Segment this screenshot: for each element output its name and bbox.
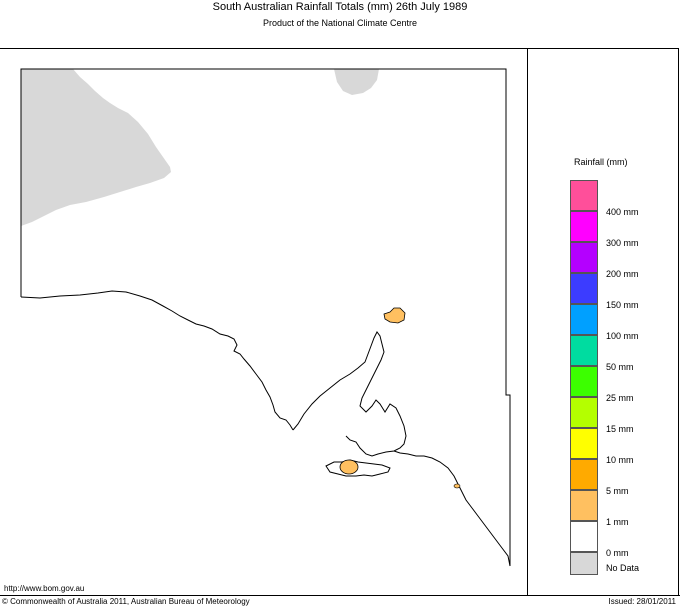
legend-label: 0 mm — [606, 548, 629, 558]
map-frame — [0, 48, 679, 596]
legend-label: 200 mm — [606, 269, 639, 279]
legend-swatch — [570, 335, 598, 366]
legend-label: 50 mm — [606, 362, 634, 372]
legend-swatch — [570, 490, 598, 521]
coastline-spencer-gulf — [292, 331, 407, 457]
rain-patch-southeast — [453, 483, 461, 489]
legend-swatch — [570, 211, 598, 242]
legend-swatch — [570, 366, 598, 397]
copyright-notice: © Commonwealth of Australia 2011, Austra… — [2, 597, 250, 606]
legend-title: Rainfall (mm) — [574, 157, 628, 167]
legend-label: 150 mm — [606, 300, 639, 310]
rain-patch-northeast — [383, 307, 406, 324]
issued-date: Issued: 28/01/2011 — [608, 597, 676, 606]
coastline-southeast — [393, 450, 511, 567]
legend-swatch — [570, 521, 598, 552]
rain-patch-kangaroo-island — [339, 459, 359, 475]
map-title: South Australian Rainfall Totals (mm) 26… — [212, 1, 468, 13]
coastline-west — [20, 290, 294, 431]
legend-label: 300 mm — [606, 238, 639, 248]
legend-label: 1 mm — [606, 517, 629, 527]
state-border — [20, 68, 511, 566]
footer-rule — [0, 595, 680, 596]
legend-label: 15 mm — [606, 424, 634, 434]
source-url[interactable]: http://www.bom.gov.au — [4, 584, 85, 593]
legend-label: 400 mm — [606, 207, 639, 217]
legend-swatch — [570, 242, 598, 273]
legend-swatch — [570, 397, 598, 428]
legend-swatch — [570, 304, 598, 335]
legend-divider — [527, 48, 528, 596]
no-data-region-northwest — [21, 69, 171, 226]
legend-label: 25 mm — [606, 393, 634, 403]
legend-swatch — [570, 459, 598, 490]
legend-swatch — [570, 180, 598, 211]
no-data-region-north — [334, 69, 379, 95]
legend-swatch — [570, 428, 598, 459]
legend-nodata-label: No Data — [606, 563, 640, 573]
legend-swatch — [570, 552, 598, 575]
map-subtitle: Product of the National Climate Centre — [262, 18, 418, 28]
legend-label: 100 mm — [606, 331, 639, 341]
legend-swatch — [570, 273, 598, 304]
legend-label: 10 mm — [606, 455, 634, 465]
legend-label: 5 mm — [606, 486, 629, 496]
